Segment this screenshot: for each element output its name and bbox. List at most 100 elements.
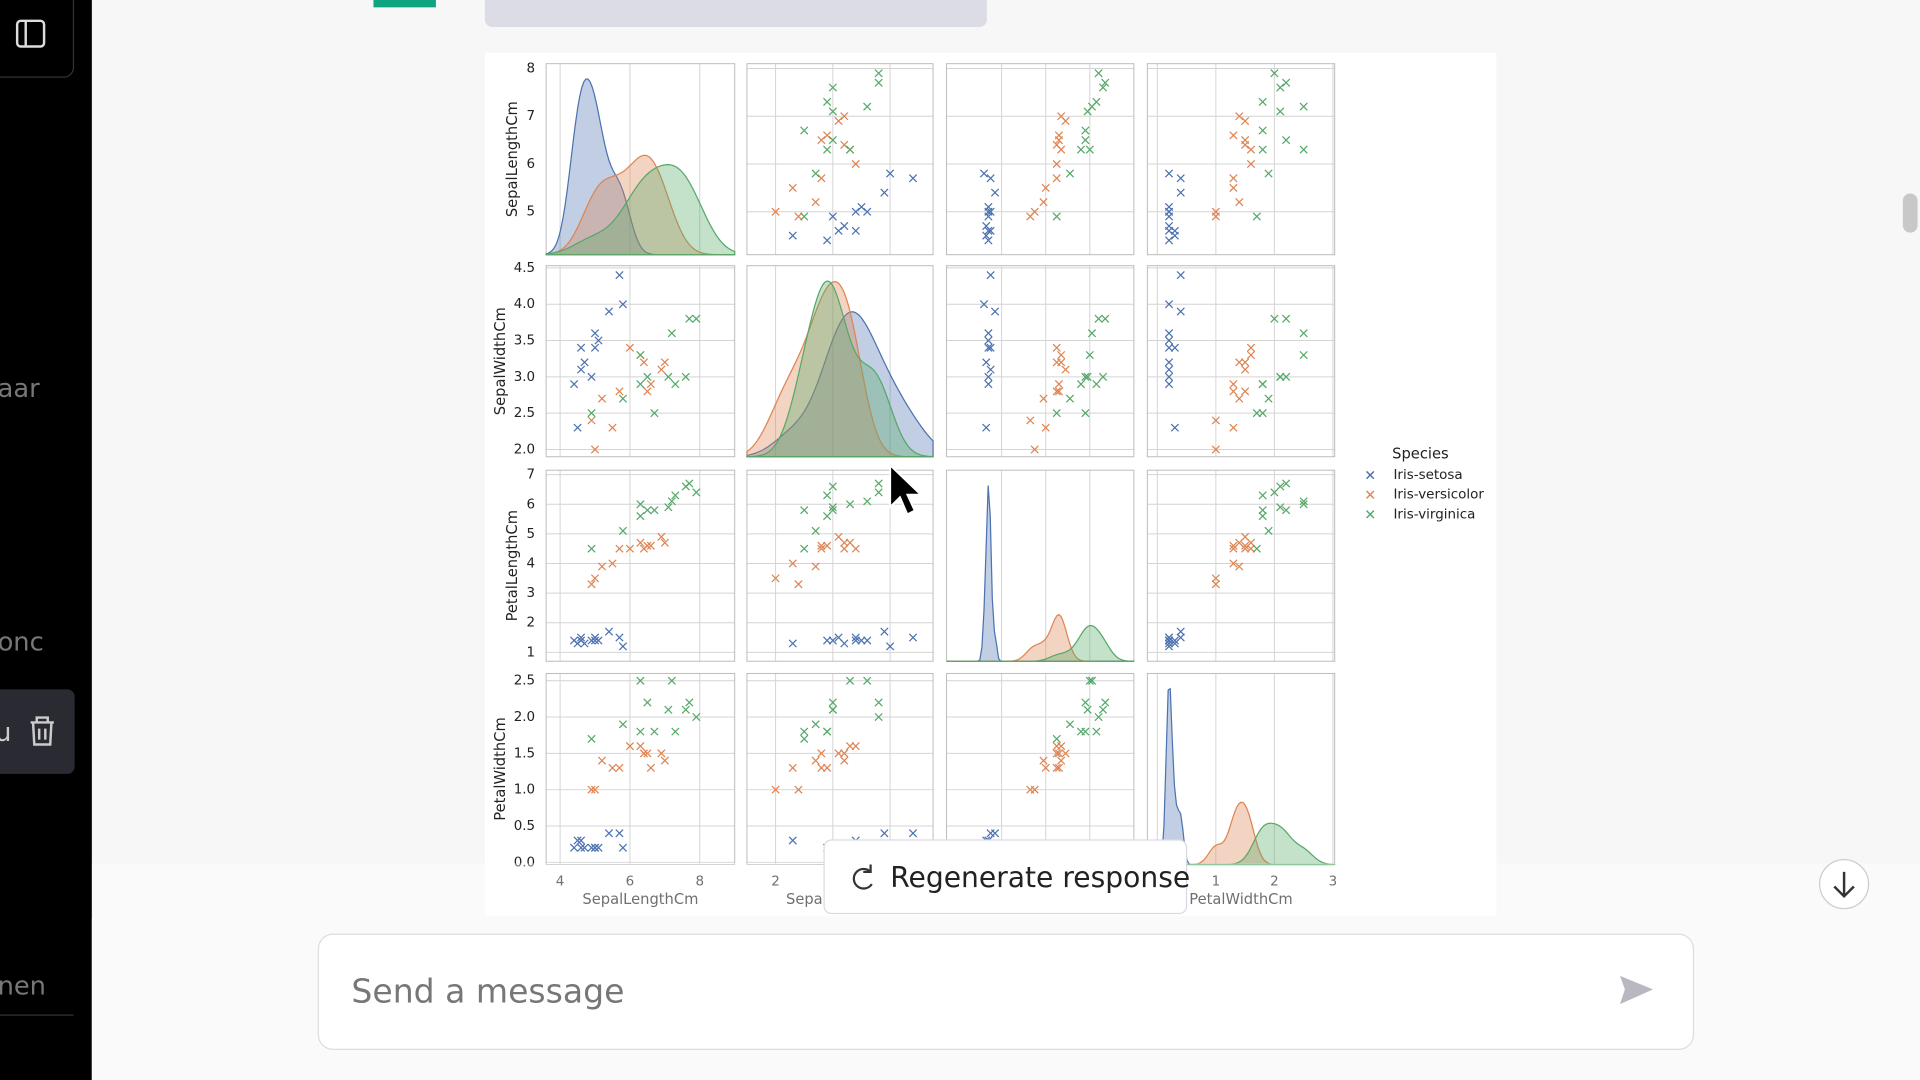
scatter-point [625,741,635,751]
scatter-point [636,741,645,751]
scatter-point [576,633,586,642]
scatter-point [1281,479,1291,488]
scatter-point [990,188,1000,197]
scatter-point [1176,627,1185,636]
scatter-point [643,698,652,707]
scatter-point [1170,231,1179,240]
scatter-point [1087,102,1097,111]
scatter-point [1076,145,1086,154]
scatter-point [851,226,860,235]
scatter-point [1281,372,1291,381]
scatter-point [794,580,803,589]
scatter-point [1252,544,1261,553]
scatter-point [1176,174,1185,183]
scatter-point [650,409,659,418]
scatter-point [823,97,832,106]
scatter-point [863,676,872,685]
scatter-point [788,559,797,568]
scatter-point [636,350,645,360]
scatter-point [1164,169,1174,178]
scatter-point [800,126,809,135]
scatter-point [1211,574,1220,583]
y-tick-label: 8 [527,61,536,76]
scatter-point [643,506,652,515]
message-input[interactable] [317,933,1695,1050]
sidebar-toggle[interactable] [0,0,75,78]
scatter-point [863,102,872,111]
scatter-point [1270,488,1279,497]
regenerate-button[interactable] [823,839,1188,915]
delete-icon[interactable] [30,716,54,746]
scatter-point [834,226,843,235]
top-button[interactable] [373,0,436,8]
scatter-point [590,636,600,645]
scatter-point [845,676,855,685]
x-tick-label: 2 [771,875,780,890]
scatter-point [671,491,680,500]
sidebar-selected[interactable] [0,689,75,774]
x-tick-label: 4 [556,875,565,890]
scatter-point [874,78,883,87]
scatter-point [597,394,607,403]
scatter-point [874,479,883,488]
scatter-point [1276,372,1285,381]
sidebar-item[interactable]: nen [0,971,46,1001]
scatter-point [1235,358,1244,367]
scatter-point [984,329,993,338]
scatter-point [1246,350,1256,360]
scatter-point [580,358,589,367]
legend-title: Species [1392,445,1449,462]
scatter-point [1094,712,1103,722]
scatter-point [1026,416,1035,425]
scatter-point [1098,83,1108,92]
scatter-point [1054,379,1064,389]
scatter-point [1081,727,1090,736]
sidebar-item[interactable]: u [0,718,11,748]
scatter-point [608,763,617,772]
scatter-point [1264,394,1273,403]
scatter-point [590,329,600,338]
scatter-point [1085,145,1094,154]
scatter-point [845,500,855,509]
y-axis-label: SepalWidthCm [492,307,509,415]
scatter-point [1211,207,1220,216]
scatter-point [982,358,991,367]
y-tick-label: 3.5 [514,334,535,349]
scatter-point [1246,145,1256,154]
scatter-point [1164,639,1174,648]
scatter-point [840,112,849,121]
scatter-point [986,271,995,280]
scatter-point [771,785,780,794]
scatter-point [664,705,673,714]
scatter-point [1164,379,1174,389]
scatter-point [979,300,989,309]
scatter-point [1229,183,1238,192]
scatter-point [594,843,603,852]
scatter-point [615,271,624,280]
scatter-point [1083,372,1092,381]
scatter-point [800,212,809,221]
scatter-point [1281,506,1291,515]
scatter-point [984,236,993,245]
scatter-point [664,503,673,512]
scatter-point [1211,416,1220,425]
scatter-point [834,532,843,541]
send-icon[interactable] [1620,975,1654,1005]
scatter-point [874,69,883,78]
sidebar-item[interactable]: aar [0,374,40,404]
scatter-point [590,574,600,583]
scatter-point [1092,379,1101,389]
scatter-point [1081,372,1090,381]
scatter-point [986,343,995,352]
scatter-point [604,307,614,316]
top-message [484,0,987,27]
scatter-point [828,135,837,145]
scatter-point [1264,526,1273,536]
scatter-point [1052,409,1061,418]
scatter-point [1083,705,1092,714]
scatter-point [851,207,860,216]
scatter-point [685,314,694,323]
sidebar-item[interactable]: onc [0,627,44,657]
scatter-point [587,544,596,553]
scatter-point [880,627,889,636]
